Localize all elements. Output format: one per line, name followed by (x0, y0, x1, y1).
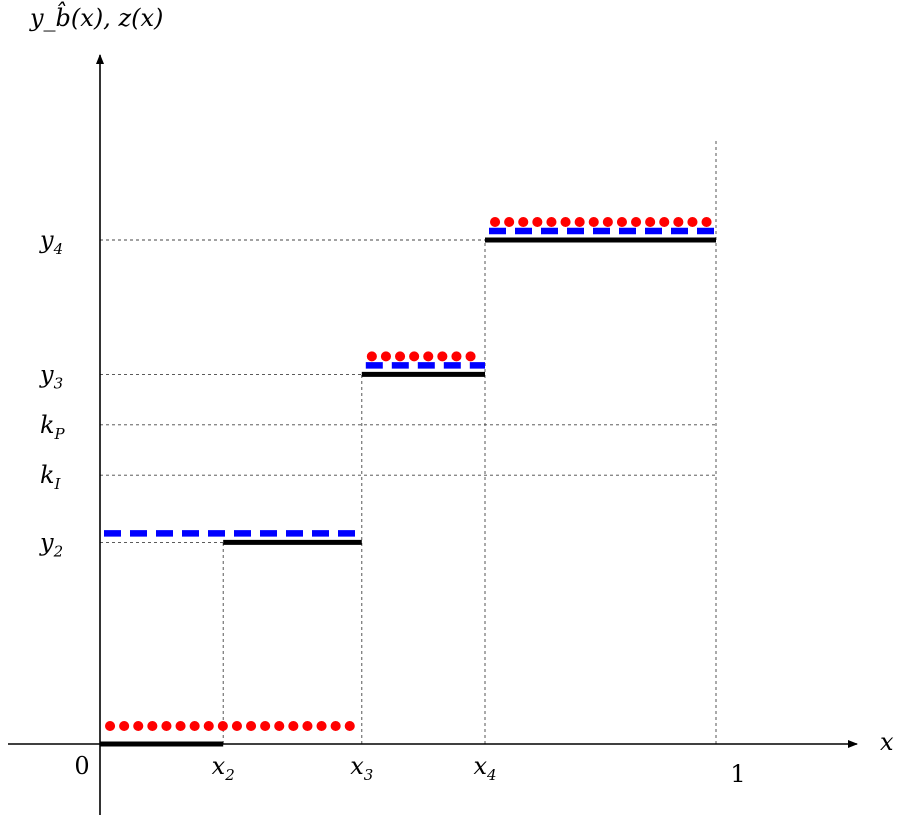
x-tick-label-0: 0 (74, 752, 89, 780)
x-tick-label-4: 1 (730, 760, 745, 788)
y-axis-label: y_b̂(x), z(x) (29, 1, 163, 32)
axes (8, 54, 858, 815)
x-axis-label: x (880, 728, 894, 756)
y-tick-label-2: kP (40, 411, 66, 443)
x-tick-label-3: x4 (473, 752, 496, 784)
y-tick-label-0: y2 (39, 528, 63, 560)
label-group: y_b̂(x), z(x) x 0 x2 x3 x4 1 y2 kI kP y3 y4 (29, 1, 894, 788)
series-group (100, 217, 717, 747)
y-tick-label-1: kI (40, 461, 62, 493)
x-tick-label-2: x3 (350, 752, 373, 784)
y-tick-label-3: y3 (39, 360, 63, 392)
x-tick-label-1: x2 (212, 752, 235, 784)
y-tick-label-4: y4 (39, 226, 63, 258)
